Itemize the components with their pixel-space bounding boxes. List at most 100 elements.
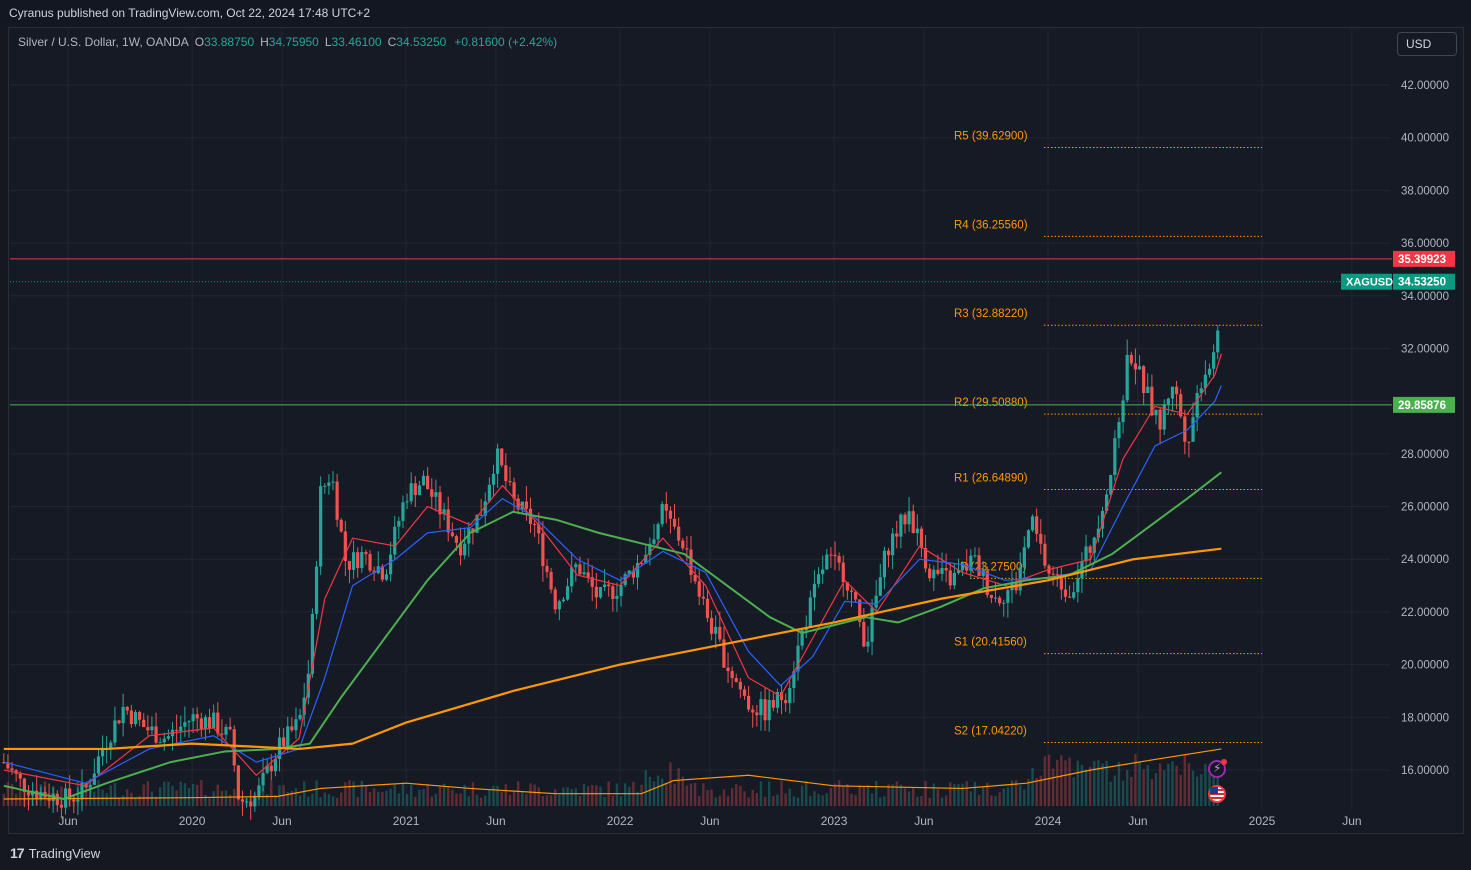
x-tick-label: 2024 — [1035, 814, 1062, 828]
candle-body — [956, 570, 961, 573]
level-tag-label-0: 35.39923 — [1398, 254, 1446, 266]
volume-bar — [706, 789, 709, 806]
candle-body — [463, 543, 467, 556]
candle-body — [557, 601, 561, 610]
candle-body — [351, 552, 356, 570]
volume-bar — [1204, 763, 1207, 806]
candle-body — [310, 613, 315, 674]
candle-body — [175, 729, 179, 731]
candle-body — [228, 726, 232, 730]
candle-body — [660, 503, 664, 525]
candle-body — [335, 481, 339, 520]
candle-body — [878, 577, 882, 596]
volume-bar — [372, 788, 376, 806]
candle-body — [874, 595, 878, 608]
volume-bar — [97, 780, 100, 806]
volume-bar — [920, 796, 923, 806]
volume-bar — [1056, 759, 1059, 806]
volume-bar — [286, 791, 289, 806]
candle-body — [183, 722, 187, 727]
candle-body — [203, 717, 208, 730]
candle-body — [55, 793, 59, 805]
candle-body — [870, 607, 874, 642]
candle-body — [812, 583, 817, 598]
volume-bar — [290, 790, 294, 806]
candle-body — [664, 503, 668, 511]
volume-bar — [1002, 788, 1005, 806]
volume-bar — [434, 793, 438, 806]
candle-body — [356, 552, 360, 569]
candle-body — [598, 587, 603, 598]
volume-bar — [986, 782, 989, 806]
candle-body — [607, 584, 611, 587]
volume-bar — [1088, 766, 1092, 806]
volume-bar — [1175, 765, 1178, 806]
open-value: 33.88750 — [204, 35, 255, 49]
volume-bar — [685, 785, 689, 806]
candle-body — [652, 539, 656, 544]
candle-body — [253, 795, 257, 807]
chart-frame[interactable] — [8, 27, 1464, 834]
volume-bar — [298, 795, 302, 806]
volume-bar — [772, 796, 775, 806]
candle-body — [862, 621, 866, 647]
candle-body — [965, 563, 969, 571]
volume-bar — [1097, 760, 1100, 806]
volume-bar — [545, 795, 549, 806]
candle-body — [928, 568, 932, 579]
candle-body — [1026, 530, 1031, 548]
candle-body — [800, 630, 804, 646]
candle-body — [775, 692, 780, 708]
candle-body — [640, 562, 644, 564]
candle-body — [726, 667, 730, 672]
volume-bar — [385, 790, 388, 806]
candle-body — [146, 727, 150, 731]
candle-body — [549, 571, 553, 590]
close-value: 34.53250 — [396, 35, 447, 49]
volume-bar — [109, 785, 112, 806]
candle-body — [401, 502, 405, 521]
level-tag-1 — [1393, 396, 1455, 413]
candle-body — [1158, 409, 1162, 430]
candle-body — [771, 699, 775, 708]
y-tick-label: 26.00000 — [1401, 502, 1449, 514]
currency-button[interactable]: USD — [1397, 32, 1457, 56]
last-price-tag-label: 34.53250 — [1398, 277, 1446, 289]
candle-body — [450, 532, 454, 537]
candle-body — [697, 581, 701, 597]
candle-body — [269, 765, 273, 772]
volume-bar — [899, 784, 903, 806]
candle-body — [187, 721, 191, 723]
candle-body — [656, 524, 660, 540]
candle-body — [816, 574, 821, 584]
candle-body — [936, 569, 940, 574]
candle-body — [199, 718, 203, 730]
volume-bar — [438, 785, 442, 806]
volume-bar — [698, 796, 701, 806]
candle-body — [718, 626, 722, 640]
x-tick-label: Jun — [58, 814, 77, 828]
candle-body — [923, 547, 928, 569]
volume-bar — [130, 792, 133, 806]
volume-bar — [1035, 777, 1038, 806]
last-price-tag — [1393, 273, 1455, 290]
volume-bar — [566, 787, 569, 806]
candle-body — [10, 768, 14, 771]
candle-body — [1117, 422, 1121, 439]
candle-body — [273, 758, 277, 772]
candle-body — [491, 473, 496, 485]
symbol-tag — [1341, 273, 1392, 290]
y-tick-label: 20.00000 — [1401, 660, 1449, 672]
volume-bar — [1121, 780, 1125, 806]
candle-body — [458, 542, 463, 556]
volume-bar — [463, 784, 466, 806]
volume-bar — [302, 781, 306, 806]
candle-body — [142, 719, 146, 728]
volume-bar — [628, 786, 631, 806]
volume-bar — [1191, 770, 1195, 806]
volume-bar — [574, 788, 577, 806]
candle-body — [627, 570, 631, 575]
us-flag-icon[interactable] — [1208, 785, 1226, 803]
volume-bar — [800, 785, 804, 806]
